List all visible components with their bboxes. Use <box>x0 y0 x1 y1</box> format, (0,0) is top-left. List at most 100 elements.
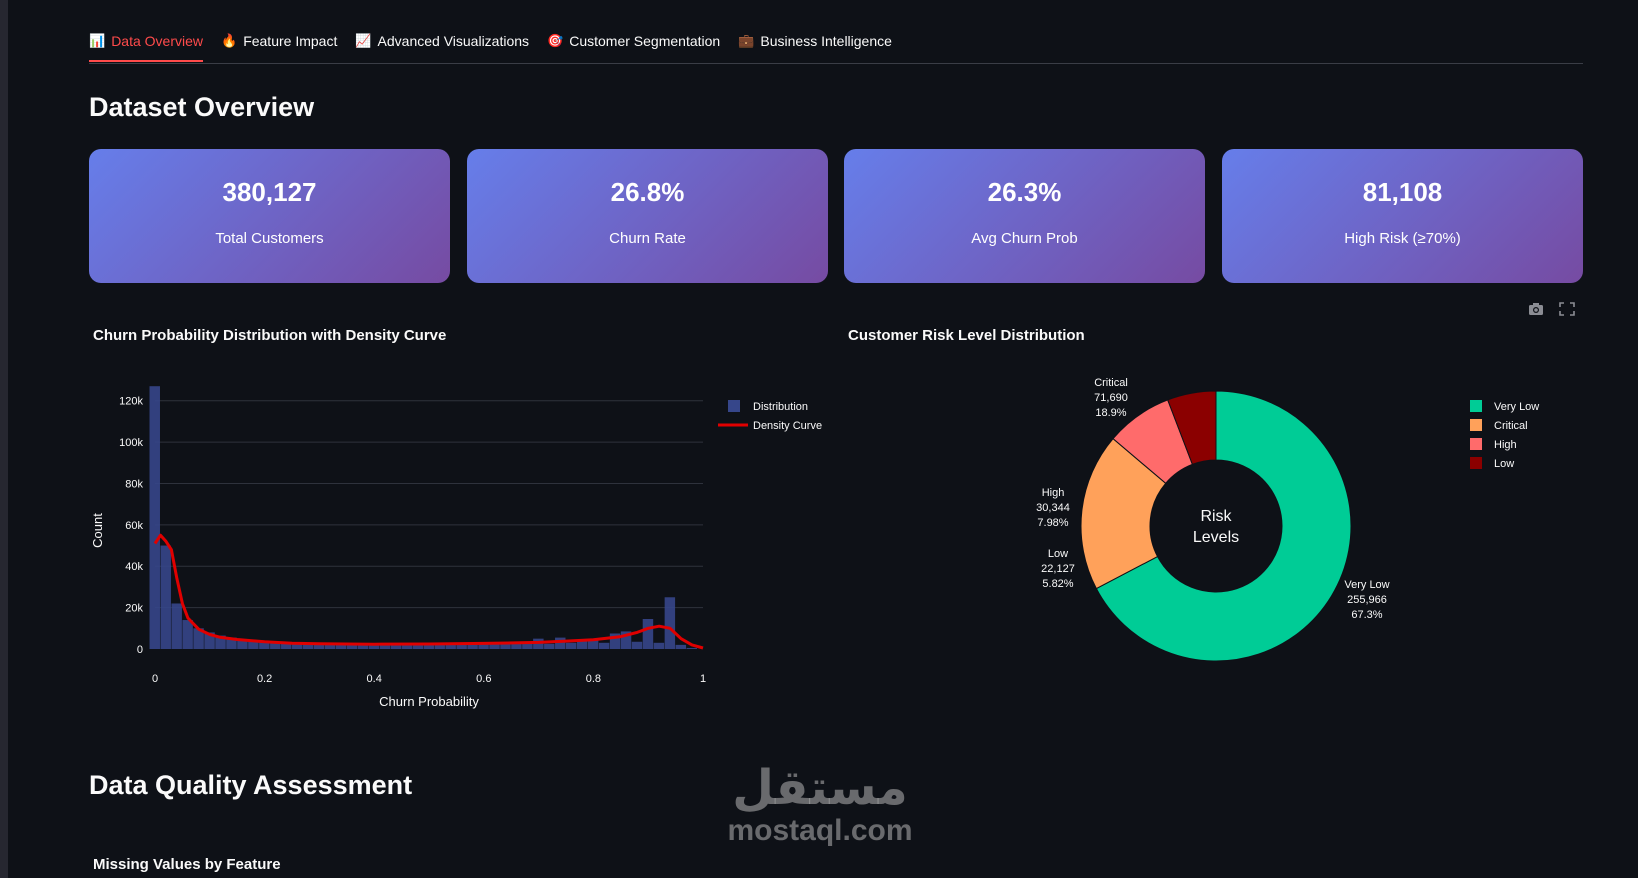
histogram-bar <box>511 642 522 649</box>
fire-icon: 🔥 <box>221 33 238 48</box>
metric-value: 26.8% <box>610 177 685 207</box>
tab-label: Business Intelligence <box>760 33 892 49</box>
slice-label-value: 22,127 <box>1041 563 1075 575</box>
histogram-bar <box>664 597 676 649</box>
histogram-bar <box>555 637 566 649</box>
y-tick-label: 120k <box>119 396 143 408</box>
metric-card-churn-rate: 26.8% Churn Rate <box>467 149 828 283</box>
y-tick-label: 60k <box>125 520 143 532</box>
tab-bar: 📊 Data Overview 🔥 Feature Impact 📈 Advanced… <box>89 22 1583 64</box>
legend-swatch <box>1470 438 1482 450</box>
tab-label: Feature Impact <box>243 33 338 49</box>
camera-icon[interactable] <box>1528 302 1544 316</box>
histogram-bar <box>620 631 632 649</box>
metric-label: Avg Churn Prob <box>971 230 1078 247</box>
y-tick-label: 0 <box>137 644 143 656</box>
histogram-bar <box>412 644 424 649</box>
histogram-bar <box>357 644 369 649</box>
histogram-bar <box>226 637 237 649</box>
histogram-bar <box>598 642 610 649</box>
histogram-bar <box>379 644 391 649</box>
histogram-bar <box>456 644 467 649</box>
tab-feature-impact[interactable]: 🔥 Feature Impact <box>221 22 337 60</box>
donut-slice-low <box>1167 390 1217 466</box>
tab-label: Advanced Visualizations <box>377 33 530 49</box>
slice-label-value: 71,690 <box>1094 392 1128 404</box>
histogram-bar <box>423 644 434 649</box>
histogram-bar <box>346 644 358 649</box>
histogram-bar <box>292 643 303 649</box>
y-tick-label: 100k <box>119 437 143 449</box>
metric-label: High Risk (≥70%) <box>1344 230 1461 247</box>
trend-chart-icon: 📈 <box>355 33 372 48</box>
watermark-arabic: مستقل <box>732 760 908 816</box>
slice-label-pct: 18.9% <box>1095 407 1126 419</box>
histogram-bar <box>324 644 336 649</box>
histogram-bar <box>313 643 325 649</box>
histogram-bar <box>544 643 555 649</box>
metric-label: Churn Rate <box>609 230 686 247</box>
histogram-bar <box>467 644 478 649</box>
slice-label-name: Low <box>1048 548 1068 560</box>
histogram-bar <box>248 640 259 649</box>
histogram-bar <box>368 644 380 649</box>
metric-value: 380,127 <box>222 177 317 207</box>
histogram-bar <box>653 642 665 649</box>
x-tick-label: 0.4 <box>367 673 382 685</box>
histogram-bar <box>675 644 687 649</box>
legend-label: High <box>1494 439 1517 451</box>
tab-customer-segmentation[interactable]: 🎯 Customer Segmentation <box>547 22 720 60</box>
missing-values-title: Missing Values by Feature <box>93 856 281 873</box>
metric-label: Total Customers <box>215 230 324 247</box>
tab-data-overview[interactable]: 📊 Data Overview <box>89 22 203 62</box>
histogram-bar <box>237 639 248 649</box>
donut-chart: Very Low 255,966 67.3% Critical 71,690 18.9% H… <box>1036 377 1539 662</box>
tab-label: Customer Segmentation <box>569 33 721 49</box>
slice-label-name: Very Low <box>1344 579 1389 591</box>
histogram-bar <box>566 642 577 649</box>
histogram-title: Churn Probability Distribution with Dens… <box>93 327 447 344</box>
histogram-bar <box>587 638 599 649</box>
legend-label: Low <box>1494 458 1514 470</box>
slice-label-name: High <box>1042 487 1065 499</box>
fullscreen-icon[interactable] <box>1559 302 1575 316</box>
x-tick-label: 0.8 <box>586 673 601 685</box>
donut-slice-label: High 30,344 7.98% <box>1036 487 1070 529</box>
x-tick-label: 0.6 <box>476 673 491 685</box>
histogram-bar <box>281 642 292 649</box>
histogram-bar <box>401 644 413 649</box>
histogram-chart: 0 20k 40k 60k 80k 100k 120k 0 0.2 0.4 0.6 0.8 1 Churn… <box>90 386 822 709</box>
legend-label: Very Low <box>1494 401 1539 413</box>
histogram-bar <box>215 635 226 649</box>
donut-slice-critical <box>1080 437 1167 590</box>
x-axis-label: Churn Probability <box>379 694 479 709</box>
briefcase-icon: 💼 <box>738 33 755 48</box>
y-tick-label: 40k <box>125 561 143 573</box>
histogram-bar <box>193 628 204 649</box>
legend-label-distribution: Distribution <box>753 401 808 413</box>
slice-label-pct: 5.82% <box>1042 578 1073 590</box>
legend-label: Critical <box>1494 420 1528 432</box>
x-tick-label: 0 <box>152 673 158 685</box>
histogram-bar <box>160 545 171 649</box>
histogram-bar <box>642 618 654 649</box>
density-curve-line <box>153 533 704 650</box>
legend-swatch <box>1470 457 1482 469</box>
section-heading-dataset-overview: Dataset Overview <box>89 92 315 122</box>
histogram-bar <box>259 641 270 649</box>
histogram-bar <box>182 620 193 649</box>
legend-swatch-distribution <box>728 400 740 412</box>
sidebar-edge <box>0 0 8 878</box>
bar-chart-icon: 📊 <box>89 33 106 48</box>
y-tick-label: 80k <box>125 478 143 490</box>
watermark: مستقل mostaql.com <box>720 762 920 848</box>
target-icon: 🎯 <box>547 33 564 48</box>
tab-advanced-visualizations[interactable]: 📈 Advanced Visualizations <box>355 22 529 60</box>
histogram-bar <box>522 641 533 649</box>
tab-business-intelligence[interactable]: 💼 Business Intelligence <box>738 22 892 60</box>
histogram-bar <box>489 644 500 649</box>
x-tick-label: 1 <box>700 673 706 685</box>
legend-label-density: Density Curve <box>753 420 822 432</box>
histogram-bar <box>390 644 402 649</box>
slice-label-pct: 7.98% <box>1037 517 1068 529</box>
